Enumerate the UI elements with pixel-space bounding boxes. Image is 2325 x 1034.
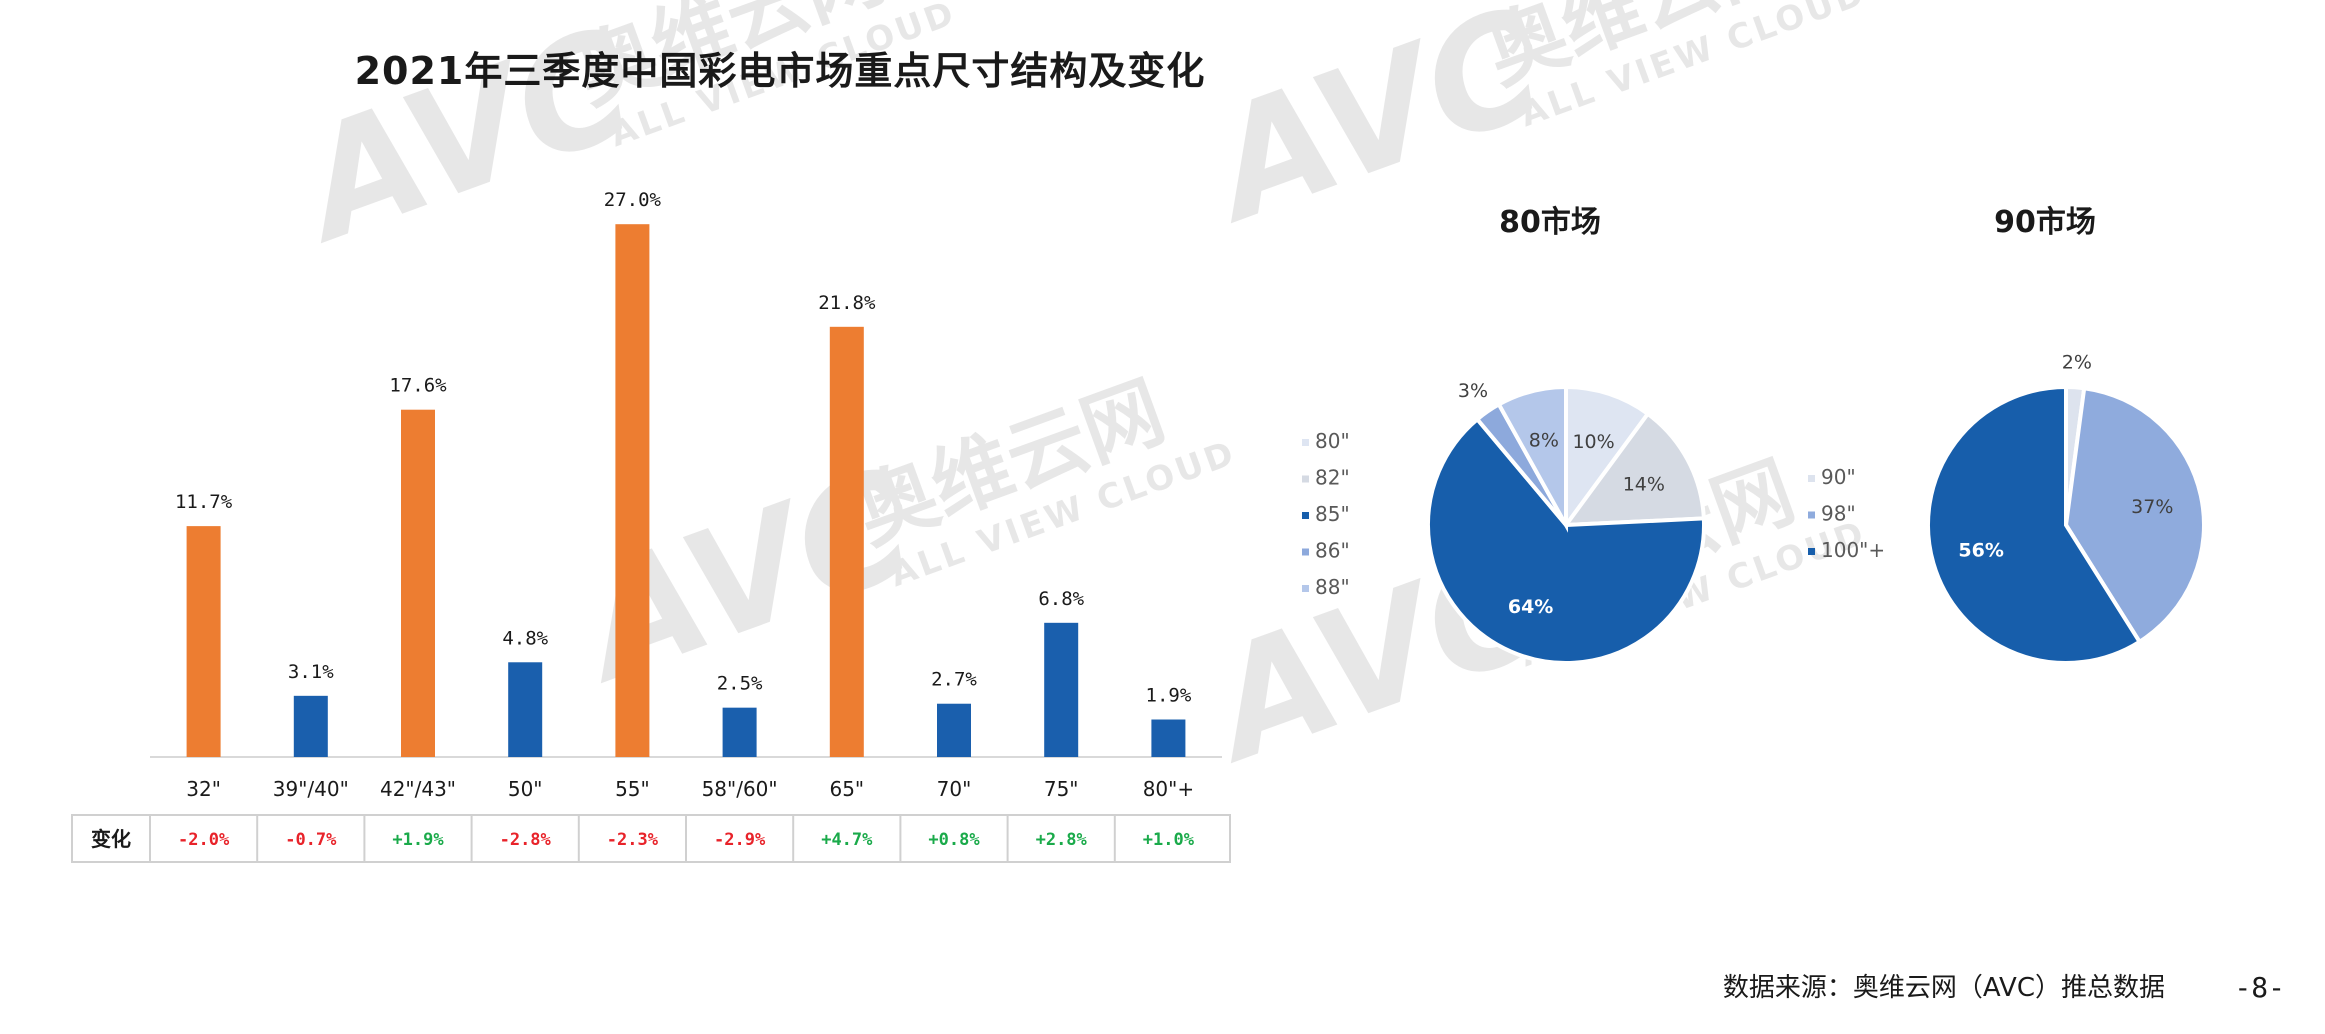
pie-slice [1561, 411, 1706, 528]
bar-value-label: 6.8% [1038, 588, 1084, 610]
pie-slice-label: 56% [1958, 540, 2003, 562]
change-value: +2.8% [1036, 830, 1088, 850]
legend-swatch [1302, 475, 1309, 483]
pie-slice [1496, 384, 1568, 533]
bar-0 [186, 526, 221, 757]
bar-value-label: 11.7% [175, 491, 233, 513]
x-tick-label: 32" [186, 777, 221, 801]
bar-2 [401, 409, 435, 757]
pie-slice-label: 37% [2131, 496, 2173, 518]
bar-chart: 11.7% 32" 3.1% 39"/40" 17.6% 42"/43" 4.8% 50" 27… [150, 189, 1222, 801]
legend-label: 80" [1315, 429, 1350, 453]
pie-slice-label: 10% [1572, 431, 1614, 453]
bar-4 [615, 224, 650, 757]
bar-value-label: 2.5% [717, 673, 763, 695]
bar-value-label: 27.0% [604, 189, 662, 211]
pie-slice [1426, 416, 1706, 666]
pie-slice-label: 2% [2062, 351, 2092, 373]
bar-5 [722, 707, 757, 757]
legend-swatch [1302, 439, 1309, 446]
legend-swatch [1808, 511, 1815, 519]
bar-9 [1151, 719, 1186, 757]
page-number: -8- [2234, 971, 2285, 1004]
pie-title: 80市场 [1499, 205, 1601, 240]
change-value: +1.9% [392, 830, 444, 850]
legend-label: 100"+ [1821, 538, 1885, 562]
legend-swatch [1808, 475, 1815, 482]
pie-slice-label: 8% [1529, 430, 1559, 452]
x-tick-label: 65" [829, 777, 864, 801]
change-value: -2.0% [178, 830, 230, 850]
x-tick-label: 80"+ [1143, 777, 1194, 801]
change-value: -0.7% [285, 830, 337, 850]
bar-value-label: 1.9% [1146, 685, 1192, 707]
legend-label: 98" [1821, 502, 1856, 526]
x-tick-label: 58"/60" [702, 777, 778, 801]
change-value: +1.0% [1143, 830, 1195, 850]
pie-slice-label: 14% [1623, 473, 1665, 495]
legend-swatch [1302, 585, 1309, 592]
legend-swatch [1808, 548, 1815, 555]
x-tick-label: 75" [1044, 777, 1079, 801]
legend-label: 82" [1315, 466, 1350, 490]
legend-swatch [1302, 548, 1309, 556]
bar-7 [937, 703, 971, 757]
pie-chart-80: 80市场 10% 14% 64% 3% 8% 80" 82" 85" 86" 88" [1302, 205, 1706, 666]
pie-chart-90: 90市场 2% 37% 56% 90" 98" 100"+ [1808, 205, 2206, 665]
x-tick-label: 39"/40" [273, 777, 349, 801]
bar-value-label: 2.7% [931, 669, 977, 691]
bar-8 [1044, 622, 1079, 757]
bar-3 [508, 662, 543, 757]
x-tick-label: 50" [508, 777, 543, 801]
x-tick-label: 42"/43" [380, 777, 456, 801]
legend-label: 86" [1315, 539, 1350, 563]
legend-label: 85" [1315, 502, 1350, 526]
bar-value-label: 4.8% [502, 627, 548, 649]
bar-value-label: 17.6% [389, 375, 447, 397]
change-table-header: 变化 [91, 827, 131, 851]
x-tick-label: 70" [937, 777, 972, 801]
change-value: -2.9% [714, 830, 766, 850]
bar-value-label: 3.1% [288, 661, 334, 683]
legend-swatch [1302, 512, 1309, 519]
bar-6 [829, 326, 864, 757]
pie-slice-label: 64% [1508, 596, 1553, 618]
pie-slice-label: 3% [1458, 380, 1488, 402]
bar-1 [293, 695, 328, 757]
change-value: +0.8% [928, 830, 980, 850]
legend-label: 90" [1821, 465, 1856, 489]
bar-value-label: 21.8% [818, 292, 876, 314]
change-table-frame [71, 814, 1231, 863]
data-source: 数据来源：奥维云网（AVC）推总数据 [1722, 973, 2165, 1003]
change-value: -2.8% [500, 830, 552, 850]
pie-slice [1926, 384, 2143, 665]
change-table: 变化 -2.0% -0.7% +1.9% -2.8% -2.3% -2.9% +4.7% +0.… [71, 814, 1231, 863]
legend-label: 88" [1315, 575, 1350, 599]
x-tick-label: 55" [615, 777, 650, 801]
pie-title: 90市场 [1994, 205, 2096, 240]
change-value: -2.3% [607, 830, 659, 850]
page-title: 2021年三季度中国彩电市场重点尺寸结构及变化 [354, 49, 1206, 93]
change-value: +4.7% [821, 830, 873, 850]
